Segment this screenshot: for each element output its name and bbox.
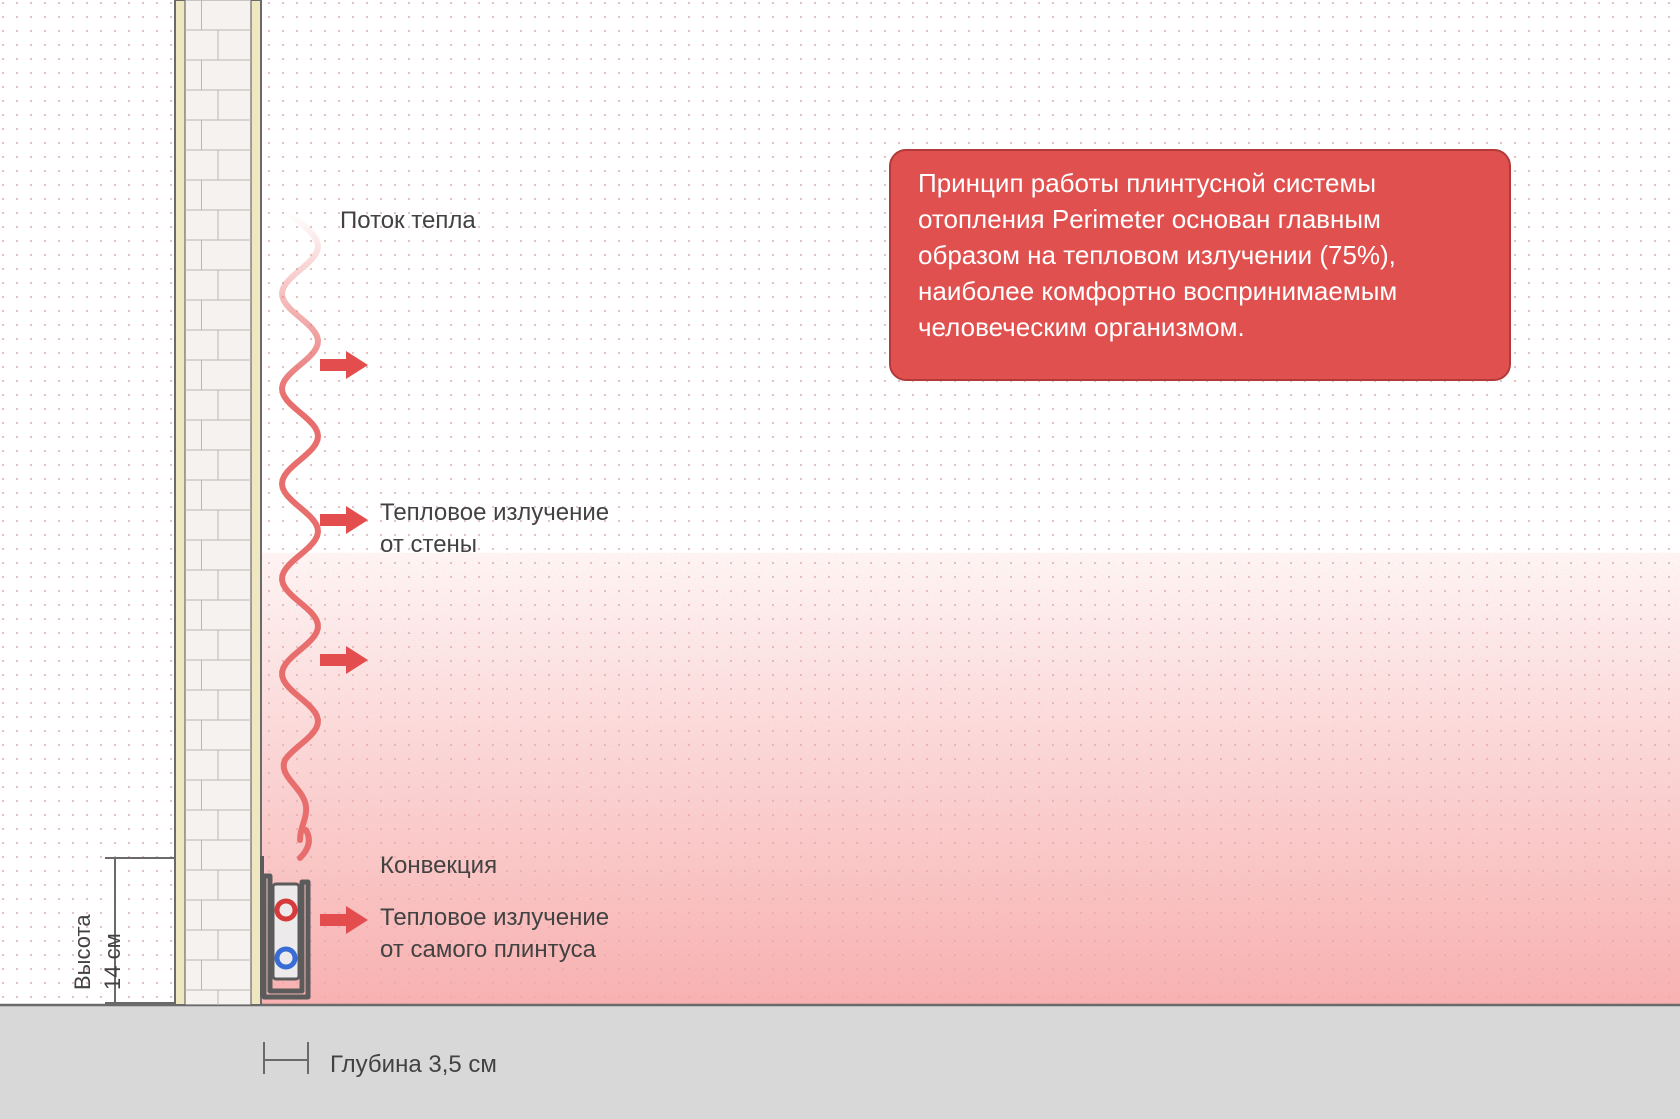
convection: Конвекция (380, 852, 497, 879)
heat_flow: Поток тепла (340, 207, 476, 234)
callout-line: отопления Perimeter основан главным (918, 204, 1381, 234)
wall_radiation_2: от стены (380, 531, 477, 558)
callout-line: наиболее комфортно воспринимаемым (918, 276, 1397, 306)
callout-box: Принцип работы плинтусной системы отоплен… (890, 150, 1510, 380)
callout-line: Принцип работы плинтусной системы (918, 168, 1376, 198)
wall_radiation_1: Тепловое излучение (380, 499, 609, 526)
callout-line: образом на тепловом излучении (75%), (918, 240, 1396, 270)
height_1: Высота (70, 914, 95, 990)
wall (175, 0, 261, 1005)
height_2: 14 см (100, 933, 125, 990)
depth: Глубина 3,5 см (330, 1051, 497, 1078)
callout-line: человеческим организмом. (918, 312, 1245, 342)
base_radiation_2: от самого плинтуса (380, 936, 597, 963)
base_radiation_1: Тепловое излучение (380, 904, 609, 931)
floor (0, 1005, 1680, 1119)
